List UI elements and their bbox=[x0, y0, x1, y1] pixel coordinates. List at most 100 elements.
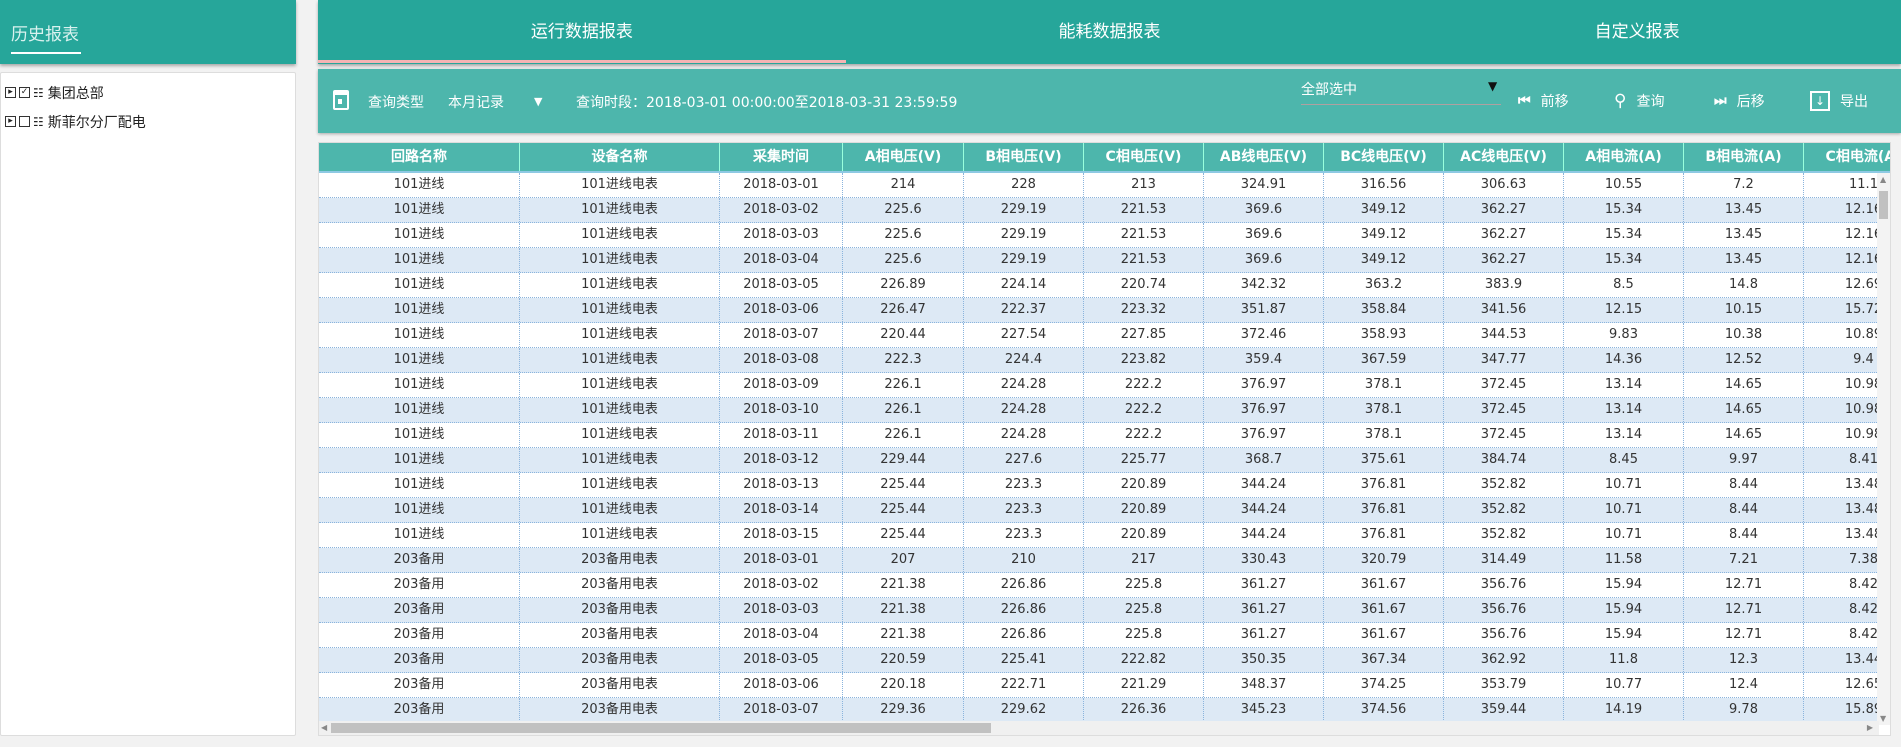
table-cell: 2018-03-04 bbox=[720, 623, 843, 647]
column-header[interactable]: 设备名称 bbox=[520, 143, 720, 171]
table-row[interactable]: 203备用 203备用电表 2018-03-02 221.38 226.86 225.8 3… bbox=[319, 573, 1879, 598]
table-cell: 12.71 bbox=[1684, 598, 1804, 622]
table-row[interactable]: 203备用 203备用电表 2018-03-03 221.38 226.86 225.8 3… bbox=[319, 598, 1879, 623]
vertical-scrollbar[interactable]: ▲ ▼ bbox=[1877, 173, 1890, 725]
table-cell: 348.37 bbox=[1204, 673, 1324, 697]
table-row[interactable]: 101进线 101进线电表 2018-03-15 225.44 223.3 220.89 3… bbox=[319, 523, 1879, 548]
table-cell: 2018-03-11 bbox=[720, 423, 843, 447]
table-cell: 229.19 bbox=[964, 223, 1084, 247]
table-cell: 101进线电表 bbox=[520, 448, 720, 472]
column-header[interactable]: 回路名称 bbox=[319, 143, 520, 171]
table-row[interactable]: 101进线 101进线电表 2018-03-09 226.1 224.28 222.2 37… bbox=[319, 373, 1879, 398]
table-cell: 226.86 bbox=[964, 598, 1084, 622]
table-cell: 226.86 bbox=[964, 573, 1084, 597]
table-cell: 220.89 bbox=[1084, 523, 1204, 547]
table-cell: 229.19 bbox=[964, 198, 1084, 222]
column-header[interactable]: B相电压(V) bbox=[964, 143, 1084, 171]
column-header[interactable]: 采集时间 bbox=[720, 143, 843, 171]
query-button[interactable]: ⚲ 查询 bbox=[1614, 91, 1664, 111]
table-cell: 361.27 bbox=[1204, 598, 1324, 622]
table-row[interactable]: 203备用 203备用电表 2018-03-04 221.38 226.86 225.8 3… bbox=[319, 623, 1879, 648]
table-cell: 10.98 bbox=[1804, 423, 1879, 447]
checkbox-checked[interactable]: ✓ bbox=[19, 87, 30, 98]
table-row[interactable]: 101进线 101进线电表 2018-03-03 225.6 229.19 221.53 3… bbox=[319, 223, 1879, 248]
table-cell: 12.52 bbox=[1684, 348, 1804, 372]
sidebar-title: 历史报表 bbox=[11, 25, 79, 45]
table-cell: 12.16 bbox=[1804, 223, 1879, 247]
table-cell: 101进线 bbox=[319, 173, 520, 197]
tab-run-data[interactable]: 运行数据报表 bbox=[318, 0, 846, 64]
table-cell: 14.36 bbox=[1564, 348, 1684, 372]
table-cell: 359.44 bbox=[1444, 698, 1564, 722]
filter-dropdown-icon[interactable]: ▼ bbox=[1488, 79, 1498, 93]
table-row[interactable]: 101进线 101进线电表 2018-03-08 222.3 224.4 223.82 35… bbox=[319, 348, 1879, 373]
table-cell: 9.97 bbox=[1684, 448, 1804, 472]
table-cell: 223.3 bbox=[964, 473, 1084, 497]
calendar-icon[interactable] bbox=[333, 90, 349, 110]
tab-custom[interactable]: 自定义报表 bbox=[1594, 22, 1680, 42]
table-cell: 203备用 bbox=[319, 698, 520, 722]
table-row[interactable]: 101进线 101进线电表 2018-03-04 225.6 229.19 221.53 3… bbox=[319, 248, 1879, 273]
table-row[interactable]: 203备用 203备用电表 2018-03-05 220.59 225.41 222.82… bbox=[319, 648, 1879, 673]
table-row[interactable]: 101进线 101进线电表 2018-03-02 225.6 229.19 221.53 3… bbox=[319, 198, 1879, 223]
query-type-select[interactable]: 本月记录 bbox=[448, 95, 504, 111]
table-cell: 223.3 bbox=[964, 498, 1084, 522]
table-cell: 15.94 bbox=[1564, 598, 1684, 622]
column-header[interactable]: AB线电压(V) bbox=[1204, 143, 1324, 171]
export-button[interactable]: ↓ 导出 bbox=[1810, 91, 1868, 111]
column-header[interactable]: BC线电压(V) bbox=[1324, 143, 1444, 171]
table-row[interactable]: 101进线 101进线电表 2018-03-11 226.1 224.28 222.2 37… bbox=[319, 423, 1879, 448]
table-cell: 2018-03-02 bbox=[720, 198, 843, 222]
column-header[interactable]: AC线电压(V) bbox=[1444, 143, 1564, 171]
table-cell: 12.71 bbox=[1684, 573, 1804, 597]
org-icon: ☷ bbox=[33, 114, 44, 129]
table-cell: 361.67 bbox=[1324, 598, 1444, 622]
table-row[interactable]: 101进线 101进线电表 2018-03-14 225.44 223.3 220.89 3… bbox=[319, 498, 1879, 523]
table-cell: 372.45 bbox=[1444, 398, 1564, 422]
expand-icon[interactable]: ▸ bbox=[5, 87, 16, 98]
column-header[interactable]: A相电流(A) bbox=[1564, 143, 1684, 171]
table-cell: 221.38 bbox=[843, 573, 964, 597]
table-cell: 203备用 bbox=[319, 573, 520, 597]
filter-select[interactable]: 全部选中 bbox=[1301, 79, 1501, 105]
table-row[interactable]: 101进线 101进线电表 2018-03-01 214 228 213 324.91 316… bbox=[319, 173, 1879, 198]
table-row[interactable]: 101进线 101进线电表 2018-03-06 226.47 222.37 223.32… bbox=[319, 298, 1879, 323]
table-cell: 344.24 bbox=[1204, 473, 1324, 497]
column-header[interactable]: B相电流(A) bbox=[1684, 143, 1804, 171]
table-row[interactable]: 101进线 101进线电表 2018-03-10 226.1 224.28 222.2 37… bbox=[319, 398, 1879, 423]
table-row[interactable]: 101进线 101进线电表 2018-03-07 220.44 227.54 227.85… bbox=[319, 323, 1879, 348]
checkbox[interactable] bbox=[19, 116, 30, 127]
column-header[interactable]: C相电流(A) bbox=[1804, 143, 1890, 171]
table-cell: 10.98 bbox=[1804, 373, 1879, 397]
table-row[interactable]: 203备用 203备用电表 2018-03-01 207 210 217 330.43 320… bbox=[319, 548, 1879, 573]
table-cell: 356.76 bbox=[1444, 598, 1564, 622]
table-cell: 203备用电表 bbox=[520, 648, 720, 672]
table-cell: 376.97 bbox=[1204, 423, 1324, 447]
expand-icon[interactable]: ▸ bbox=[5, 116, 16, 127]
column-header[interactable]: A相电压(V) bbox=[843, 143, 964, 171]
tree-node-group-hq[interactable]: ▸ ✓ ☷ 集团总部 bbox=[1, 78, 295, 107]
prev-button[interactable]: ⏮ 前移 bbox=[1518, 91, 1569, 111]
column-header[interactable]: C相电压(V) bbox=[1084, 143, 1204, 171]
download-icon: ↓ bbox=[1810, 91, 1830, 111]
table-cell: 9.83 bbox=[1564, 323, 1684, 347]
table-row[interactable]: 101进线 101进线电表 2018-03-13 225.44 223.3 220.89 3… bbox=[319, 473, 1879, 498]
table-row[interactable]: 101进线 101进线电表 2018-03-05 226.89 224.14 220.74… bbox=[319, 273, 1879, 298]
tree-node-branch[interactable]: ▸ ☷ 斯菲尔分厂配电 bbox=[1, 107, 295, 136]
table-cell: 2018-03-08 bbox=[720, 348, 843, 372]
table-cell: 226.1 bbox=[843, 398, 964, 422]
table-row[interactable]: 101进线 101进线电表 2018-03-12 229.44 227.6 225.77 3… bbox=[319, 448, 1879, 473]
horizontal-scrollbar[interactable]: ◀ ▶ bbox=[319, 721, 1879, 735]
next-button[interactable]: ⏭ 后移 bbox=[1714, 91, 1765, 111]
table-cell: 8.42 bbox=[1804, 598, 1879, 622]
table-cell: 353.79 bbox=[1444, 673, 1564, 697]
tab-energy-data[interactable]: 能耗数据报表 bbox=[1058, 22, 1161, 42]
table-cell: 221.29 bbox=[1084, 673, 1204, 697]
table-row[interactable]: 203备用 203备用电表 2018-03-06 220.18 222.71 221.29… bbox=[319, 673, 1879, 698]
table-cell: 224.28 bbox=[964, 423, 1084, 447]
dropdown-arrow-icon[interactable]: ▼ bbox=[534, 95, 543, 108]
table-cell: 101进线电表 bbox=[520, 498, 720, 522]
table-cell: 376.97 bbox=[1204, 398, 1324, 422]
table-cell: 228 bbox=[964, 173, 1084, 197]
table-row[interactable]: 203备用 203备用电表 2018-03-07 229.36 229.62 226.36… bbox=[319, 698, 1879, 723]
